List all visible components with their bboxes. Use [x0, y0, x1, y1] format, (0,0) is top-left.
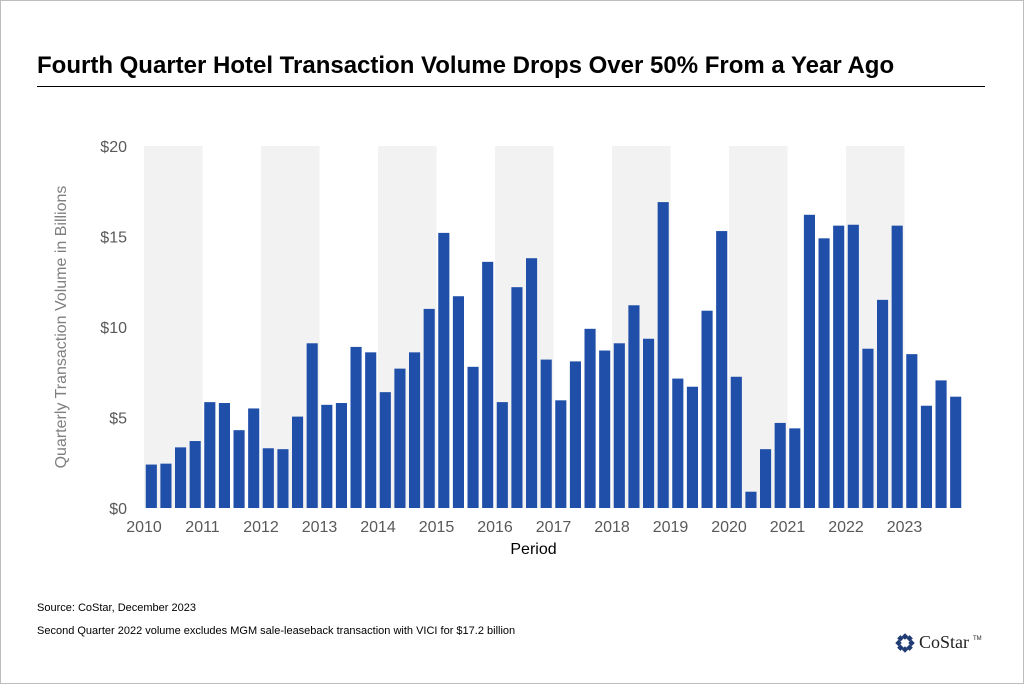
bar-2018-q2 [628, 305, 640, 508]
bar-2014-q4 [423, 308, 435, 508]
x-tick-label: 2018 [594, 519, 630, 536]
bar-2015-q3 [467, 366, 479, 508]
bar-2010-q4 [189, 441, 201, 508]
bar-2016-q4 [540, 359, 552, 508]
bar-2019-q4 [716, 231, 728, 508]
bar-2010-q3 [175, 447, 187, 508]
bar-2012-q4 [306, 343, 318, 508]
bar-2020-q4 [774, 422, 786, 508]
bar-2013-q4 [365, 352, 377, 508]
x-tick-label: 2010 [126, 519, 162, 536]
y-tick-label: $0 [109, 501, 127, 518]
bar-2011-q3 [233, 430, 245, 508]
x-axis-label: Period [510, 541, 556, 558]
y-tick-label: $5 [109, 411, 127, 428]
bar-2010-q2 [160, 463, 172, 508]
footnote: Second Quarter 2022 volume excludes MGM … [37, 625, 516, 637]
bar-2012-q3 [292, 416, 304, 508]
bar-2016-q3 [526, 258, 538, 508]
bar-2021-q3 [818, 238, 830, 508]
bar-2015-q2 [452, 296, 464, 508]
bar-2020-q3 [760, 449, 772, 508]
y-tick-label: $10 [100, 320, 127, 337]
bar-2018-q3 [643, 338, 655, 508]
bar-2011-q1 [204, 402, 216, 508]
bar-2019-q1 [672, 378, 684, 508]
bar-2011-q4 [248, 408, 260, 508]
bars [145, 202, 962, 509]
bar-2019-q2 [686, 386, 698, 508]
bar-2016-q1 [496, 402, 508, 508]
bar-2014-q2 [394, 368, 406, 508]
costar-logo: CoStar TM [895, 632, 982, 653]
y-tick-label: $20 [100, 139, 127, 156]
bar-2023-q1 [906, 354, 918, 508]
x-tick-label: 2015 [419, 519, 455, 536]
bar-2019-q3 [701, 310, 713, 508]
x-tick-label: 2013 [302, 519, 338, 536]
bar-2020-q2 [745, 491, 757, 508]
bar-2018-q1 [613, 343, 625, 508]
bar-2018-q4 [657, 202, 669, 509]
chart-title: Fourth Quarter Hotel Transaction Volume … [37, 52, 895, 79]
y-axis-ticks: $0 $5 $10 $15 $20 [100, 139, 127, 518]
x-tick-label: 2019 [653, 519, 689, 536]
bar-2012-q1 [262, 448, 274, 508]
x-tick-label: 2016 [477, 519, 513, 536]
title-divider [37, 86, 985, 87]
x-tick-label: 2011 [185, 519, 220, 536]
bar-2013-q1 [321, 404, 333, 508]
costar-star-icon [895, 632, 915, 653]
bar-2020-q1 [730, 376, 742, 508]
y-tick-label: $15 [100, 230, 127, 247]
bar-2017-q3 [584, 328, 596, 508]
y-axis-label: Quarterly Transaction Volume in Billions [53, 186, 70, 469]
bar-2015-q1 [438, 232, 450, 508]
x-tick-label: 2014 [360, 519, 396, 536]
x-tick-label: 2023 [887, 519, 923, 536]
bar-2023-q4 [950, 396, 962, 508]
bar-2017-q1 [555, 400, 567, 508]
bar-2017-q4 [599, 350, 611, 508]
bar-2014-q1 [379, 392, 391, 508]
bar-2022-q3 [877, 299, 889, 508]
bar-2012-q2 [277, 449, 289, 508]
bar-2022-q1 [847, 224, 859, 509]
x-tick-label: 2021 [770, 519, 806, 536]
bar-2013-q3 [350, 346, 362, 508]
source-note: Source: CoStar, December 2023 [37, 602, 196, 614]
bar-2023-q3 [935, 380, 947, 508]
x-tick-label: 2022 [828, 519, 864, 536]
bar-2014-q3 [409, 352, 421, 508]
bar-2016-q2 [511, 287, 523, 508]
x-tick-label: 2020 [711, 519, 747, 536]
brand-trademark: TM [973, 636, 982, 642]
bar-2010-q1 [145, 464, 157, 508]
x-tick-label: 2012 [243, 519, 279, 536]
bar-2017-q2 [569, 361, 581, 508]
bar-2015-q4 [482, 261, 494, 508]
bar-2011-q2 [218, 403, 230, 508]
bar-2021-q2 [803, 214, 815, 508]
x-axis-ticks: 2010 2011 2012 2013 2014 2015 2016 2017 2018 2019… [126, 519, 922, 536]
bar-2022-q4 [891, 225, 903, 508]
bar-2021-q1 [789, 428, 801, 508]
bar-2021-q4 [833, 225, 845, 508]
bar-2022-q2 [862, 348, 874, 508]
brand-name: CoStar [919, 632, 970, 652]
bar-2023-q2 [920, 405, 932, 508]
x-tick-label: 2017 [536, 519, 572, 536]
bar-2013-q2 [335, 403, 347, 508]
